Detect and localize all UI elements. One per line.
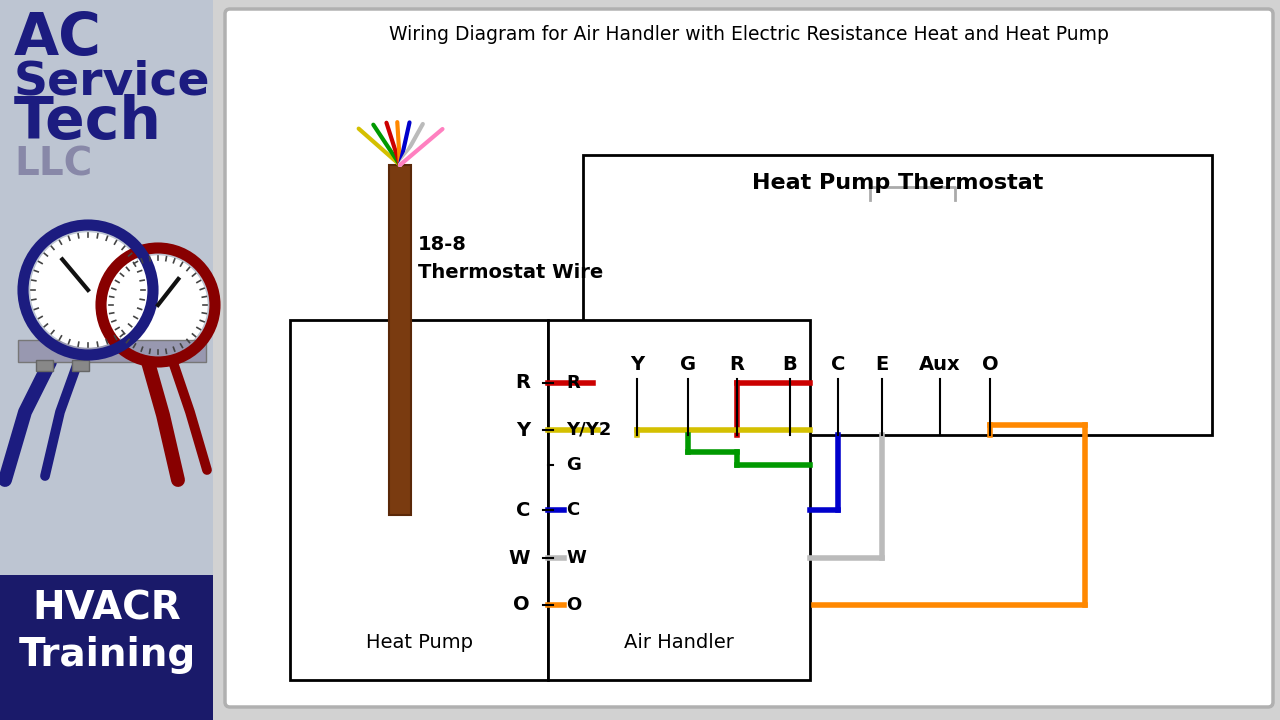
Text: W: W (566, 549, 586, 567)
Text: Service: Service (14, 60, 210, 104)
Text: C: C (831, 356, 845, 374)
Text: Thermostat Wire: Thermostat Wire (419, 264, 603, 282)
Bar (389, 165, 411, 515)
Text: Heat Pump: Heat Pump (366, 632, 472, 652)
Text: C: C (516, 500, 530, 520)
Text: G: G (680, 356, 696, 374)
Text: Y: Y (630, 356, 644, 374)
Text: B: B (782, 356, 797, 374)
Text: O: O (566, 596, 581, 614)
Text: E: E (876, 356, 888, 374)
Text: Aux: Aux (919, 356, 961, 374)
Text: R: R (515, 374, 530, 392)
Bar (36, 360, 52, 371)
Bar (548, 320, 810, 680)
Text: Training: Training (18, 636, 196, 674)
Text: 18-8: 18-8 (419, 235, 467, 254)
Text: AC: AC (14, 9, 102, 66)
Text: Y/Y2: Y/Y2 (566, 421, 612, 439)
FancyBboxPatch shape (225, 9, 1274, 707)
Circle shape (109, 256, 207, 354)
Text: Wiring Diagram for Air Handler with Electric Resistance Heat and Heat Pump: Wiring Diagram for Air Handler with Elec… (389, 25, 1108, 45)
Bar (582, 155, 1212, 435)
Text: O: O (513, 595, 530, 614)
Bar (18, 340, 206, 362)
Text: O: O (982, 356, 998, 374)
Text: R: R (566, 374, 580, 392)
Bar (0, 575, 212, 720)
Text: Air Handler: Air Handler (625, 632, 733, 652)
Text: HVACR: HVACR (32, 589, 182, 627)
Bar (0, 0, 212, 575)
Bar (72, 360, 90, 371)
Text: Heat Pump Thermostat: Heat Pump Thermostat (751, 173, 1043, 193)
Text: LLC: LLC (14, 145, 92, 183)
Circle shape (31, 233, 145, 347)
Text: W: W (508, 549, 530, 567)
Text: Y: Y (516, 420, 530, 439)
Text: G: G (566, 456, 581, 474)
Text: R: R (730, 356, 745, 374)
Text: Tech: Tech (14, 94, 161, 151)
Text: C: C (566, 501, 580, 519)
Bar (291, 320, 548, 680)
